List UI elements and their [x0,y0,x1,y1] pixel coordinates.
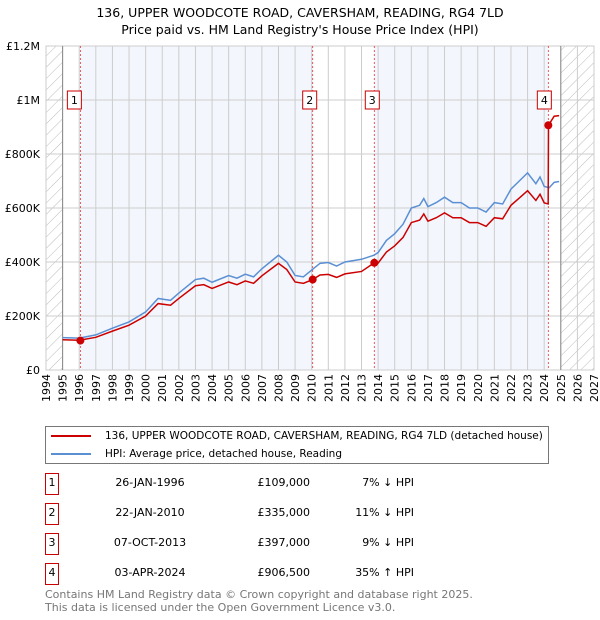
sale-price: £906,500 [257,566,311,579]
x-tick-label: 2024 [538,374,551,402]
x-tick-label: 1994 [40,374,53,402]
x-tick-label: 2008 [272,374,285,402]
x-tick-label: 1995 [57,374,70,402]
x-tick-label: 1998 [106,374,119,402]
chart-subtitle: Price paid vs. HM Land Registry's House … [121,22,479,37]
footer-licence: This data is licensed under the Open Gov… [45,601,396,614]
x-tick-label: 2006 [239,374,252,402]
x-tick-label: 2001 [156,374,169,402]
x-tick-label: 2023 [522,374,535,402]
sale-label-box [536,90,552,110]
sale-date: 22-JAN-2010 [115,506,185,519]
sale-row: 1 26-JAN-1996 £109,000 7% ↓ HPI [45,473,445,495]
sale-point [544,121,553,130]
sale-row: 2 22-JAN-2010 £335,000 11% ↓ HPI [45,503,445,525]
x-tick-label: 2027 [588,374,600,402]
y-tick-label: £800K [5,148,41,161]
legend-label: 136, UPPER WOODCOTE ROAD, CAVERSHAM, REA… [105,430,543,442]
sale-hpi-diff: 9% ↓ HPI [362,536,414,549]
x-tick-label: 1997 [90,374,103,402]
x-tick-label: 2005 [223,374,236,402]
x-tick-label: 2017 [422,374,435,402]
sale-point [76,336,85,345]
sale-point [308,275,317,284]
sale-number: 1 [45,473,59,495]
sale-hpi-diff: 11% ↓ HPI [355,506,414,519]
hpi-line [62,171,560,339]
sale-date: 03-APR-2024 [114,566,186,579]
x-tick-label: 2022 [505,374,518,402]
x-tick-label: 2002 [173,374,186,402]
y-tick-label: £0 [26,364,40,377]
x-tick-label: 2014 [372,374,385,402]
legend-label: HPI: Average price, detached house, Read… [105,448,342,460]
x-tick-label: 2003 [189,374,202,402]
x-tick-label: 2007 [256,374,269,402]
sale-label: 2 [306,94,313,107]
y-tick-label: £600K [5,202,41,215]
x-tick-label: 2009 [289,374,302,402]
sale-row: 3 07-OCT-2013 £397,000 9% ↓ HPI [45,533,445,555]
x-tick-label: 2020 [472,374,485,402]
y-tick-label: £1.2M [6,40,40,53]
legend-line-red [51,435,91,437]
sale-hpi-diff: 7% ↓ HPI [362,476,414,489]
sale-price: £397,000 [257,536,311,549]
x-tick-label: 2019 [455,374,468,402]
chart-title: 136, UPPER WOODCOTE ROAD, CAVERSHAM, REA… [96,5,504,20]
sale-label-box [364,90,380,110]
legend-line-blue [51,453,91,455]
sale-price: £109,000 [257,476,311,489]
sale-number: 3 [45,533,59,555]
x-tick-label: 1999 [123,374,136,402]
x-tick-label: 2011 [322,374,335,402]
sale-hpi-diff: 35% ↑ HPI [355,566,414,579]
sale-label: 4 [541,94,548,107]
x-tick-label: 2025 [555,374,568,402]
legend: 136, UPPER WOODCOTE ROAD, CAVERSHAM, REA… [45,426,549,464]
sale-number: 4 [45,563,59,585]
x-tick-label: 2026 [571,374,584,402]
x-tick-label: 2012 [339,374,352,402]
sale-label: 3 [369,94,376,107]
y-tick-label: £1M [17,94,41,107]
sale-row: 4 03-APR-2024 £906,500 35% ↑ HPI [45,563,445,585]
sale-date: 07-OCT-2013 [113,536,187,549]
x-tick-label: 1996 [73,374,86,402]
footer-copyright: Contains HM Land Registry data © Crown c… [45,588,473,601]
x-tick-label: 2015 [389,374,402,402]
sale-price: £335,000 [257,506,311,519]
y-tick-label: £400K [5,256,41,269]
x-tick-label: 2021 [488,374,501,402]
x-tick-label: 2016 [405,374,418,402]
sale-date: 26-JAN-1996 [115,476,185,489]
x-tick-label: 2000 [140,374,153,402]
x-tick-label: 2018 [439,374,452,402]
x-tick-label: 2013 [356,374,369,402]
y-tick-label: £200K [5,310,41,323]
x-tick-label: 2004 [206,374,219,402]
sale-label: 1 [71,94,78,107]
price-chart: 1994 1995 1996 1997 1998 1999 2000 2001 2002 2003… [5,40,600,402]
x-tick-label: 2010 [306,374,319,402]
legend-item-hpi: HPI: Average price, detached house, Read… [51,445,342,463]
sale-label-box [302,90,318,110]
sale-number: 2 [45,503,59,525]
legend-item-property: 136, UPPER WOODCOTE ROAD, CAVERSHAM, REA… [51,427,543,445]
sale-point [370,258,379,267]
sale-label-box [66,90,82,110]
